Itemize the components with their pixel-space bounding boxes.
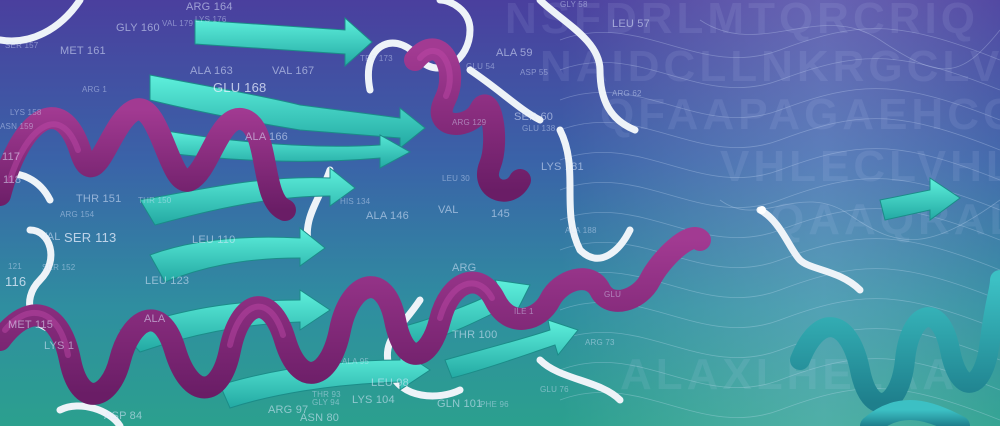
residue-label: ARG 62 (612, 89, 642, 98)
residue-label: HIS 134 (340, 197, 371, 206)
residue-label: ARG 1 (82, 85, 108, 94)
residue-label: ASN 159 (0, 122, 34, 131)
residue-label: ARG 164 (186, 1, 233, 13)
residue-label: ARG 73 (585, 338, 615, 347)
residue-label: LYS 1 (44, 340, 75, 352)
glow-field (560, 0, 1000, 426)
residue-label: THR 151 (76, 193, 122, 205)
residue-label: GLU 76 (540, 385, 569, 394)
residue-label: MET 161 (60, 45, 106, 57)
residue-label: SER 60 (514, 111, 554, 123)
residue-label: ARG 154 (60, 210, 95, 219)
residue-label: ALA 163 (190, 65, 233, 77)
residue-label: ASN 80 (300, 412, 340, 424)
residue-label: SER 157 (5, 41, 39, 50)
residue-label: PHE 96 (480, 400, 509, 409)
residue-label: ALA 166 (245, 131, 288, 143)
residue-label: GLY 58 (560, 0, 588, 9)
residue-label: ASP 55 (520, 68, 549, 77)
residue-label: ASP 84 (104, 410, 143, 422)
residue-label: GLU 168 (213, 80, 267, 95)
residue-label: TRP 173 (360, 54, 393, 63)
residue-label: ALA (144, 313, 166, 325)
residue-label: THR 93 (312, 390, 341, 399)
residue-label: 145 (491, 208, 510, 220)
residue-label: 118 (3, 174, 22, 186)
residue-label: LEU 57 (612, 18, 650, 30)
residue-label: GLY 160 (116, 22, 160, 34)
residue-label: LEU 98 (371, 377, 409, 389)
residue-label: LYS 181 (541, 161, 584, 173)
residue-label: LYS 158 (10, 108, 42, 117)
residue-label: VAL 167 (272, 65, 315, 77)
residue-label: ALA 95 (342, 357, 370, 366)
residue-label: VAL (438, 204, 459, 216)
residue-label: LEU 123 (145, 275, 190, 287)
residue-label: ARG (452, 262, 477, 274)
residue-label: LEU 110 (192, 234, 236, 246)
residue-label: GLN 101 (437, 398, 483, 410)
residue-label: THR 100 (452, 329, 498, 341)
alpha-helices (0, 38, 711, 405)
residue-label: ALA 59 (496, 47, 533, 59)
residue-label: ARG 97 (268, 404, 309, 416)
residue-label: GLY 94 (312, 398, 340, 407)
teal-helix (790, 270, 1000, 426)
residue-label: GLU 54 (466, 62, 495, 71)
residue-label: GLU 138 (522, 124, 556, 133)
residue-label: ILE 1 (514, 307, 534, 316)
residue-label: SER 152 (42, 263, 76, 272)
residue-label: THR 150 (138, 196, 172, 205)
helix-highlights (2, 48, 495, 358)
residue-label: ALA 188 (565, 226, 597, 235)
residue-label: ALA 146 (366, 210, 409, 222)
residue-label: ARG 129 (452, 118, 487, 127)
residue-label: SER 113 (64, 230, 117, 245)
residue-label: 117 (2, 151, 21, 163)
residue-label: VAL 179 (162, 19, 194, 28)
residue-label: LYS 104 (352, 394, 395, 406)
residue-label: LYS 176 (195, 15, 227, 24)
residue-label: LEU 30 (442, 174, 470, 183)
chain-terminus (758, 206, 766, 214)
residue-label: MET 115 (8, 319, 54, 331)
residue-label: VAL (40, 231, 61, 243)
residue-label: 116 (5, 274, 27, 289)
residue-label: GLU (604, 290, 622, 299)
residue-label: 121 (8, 262, 22, 271)
